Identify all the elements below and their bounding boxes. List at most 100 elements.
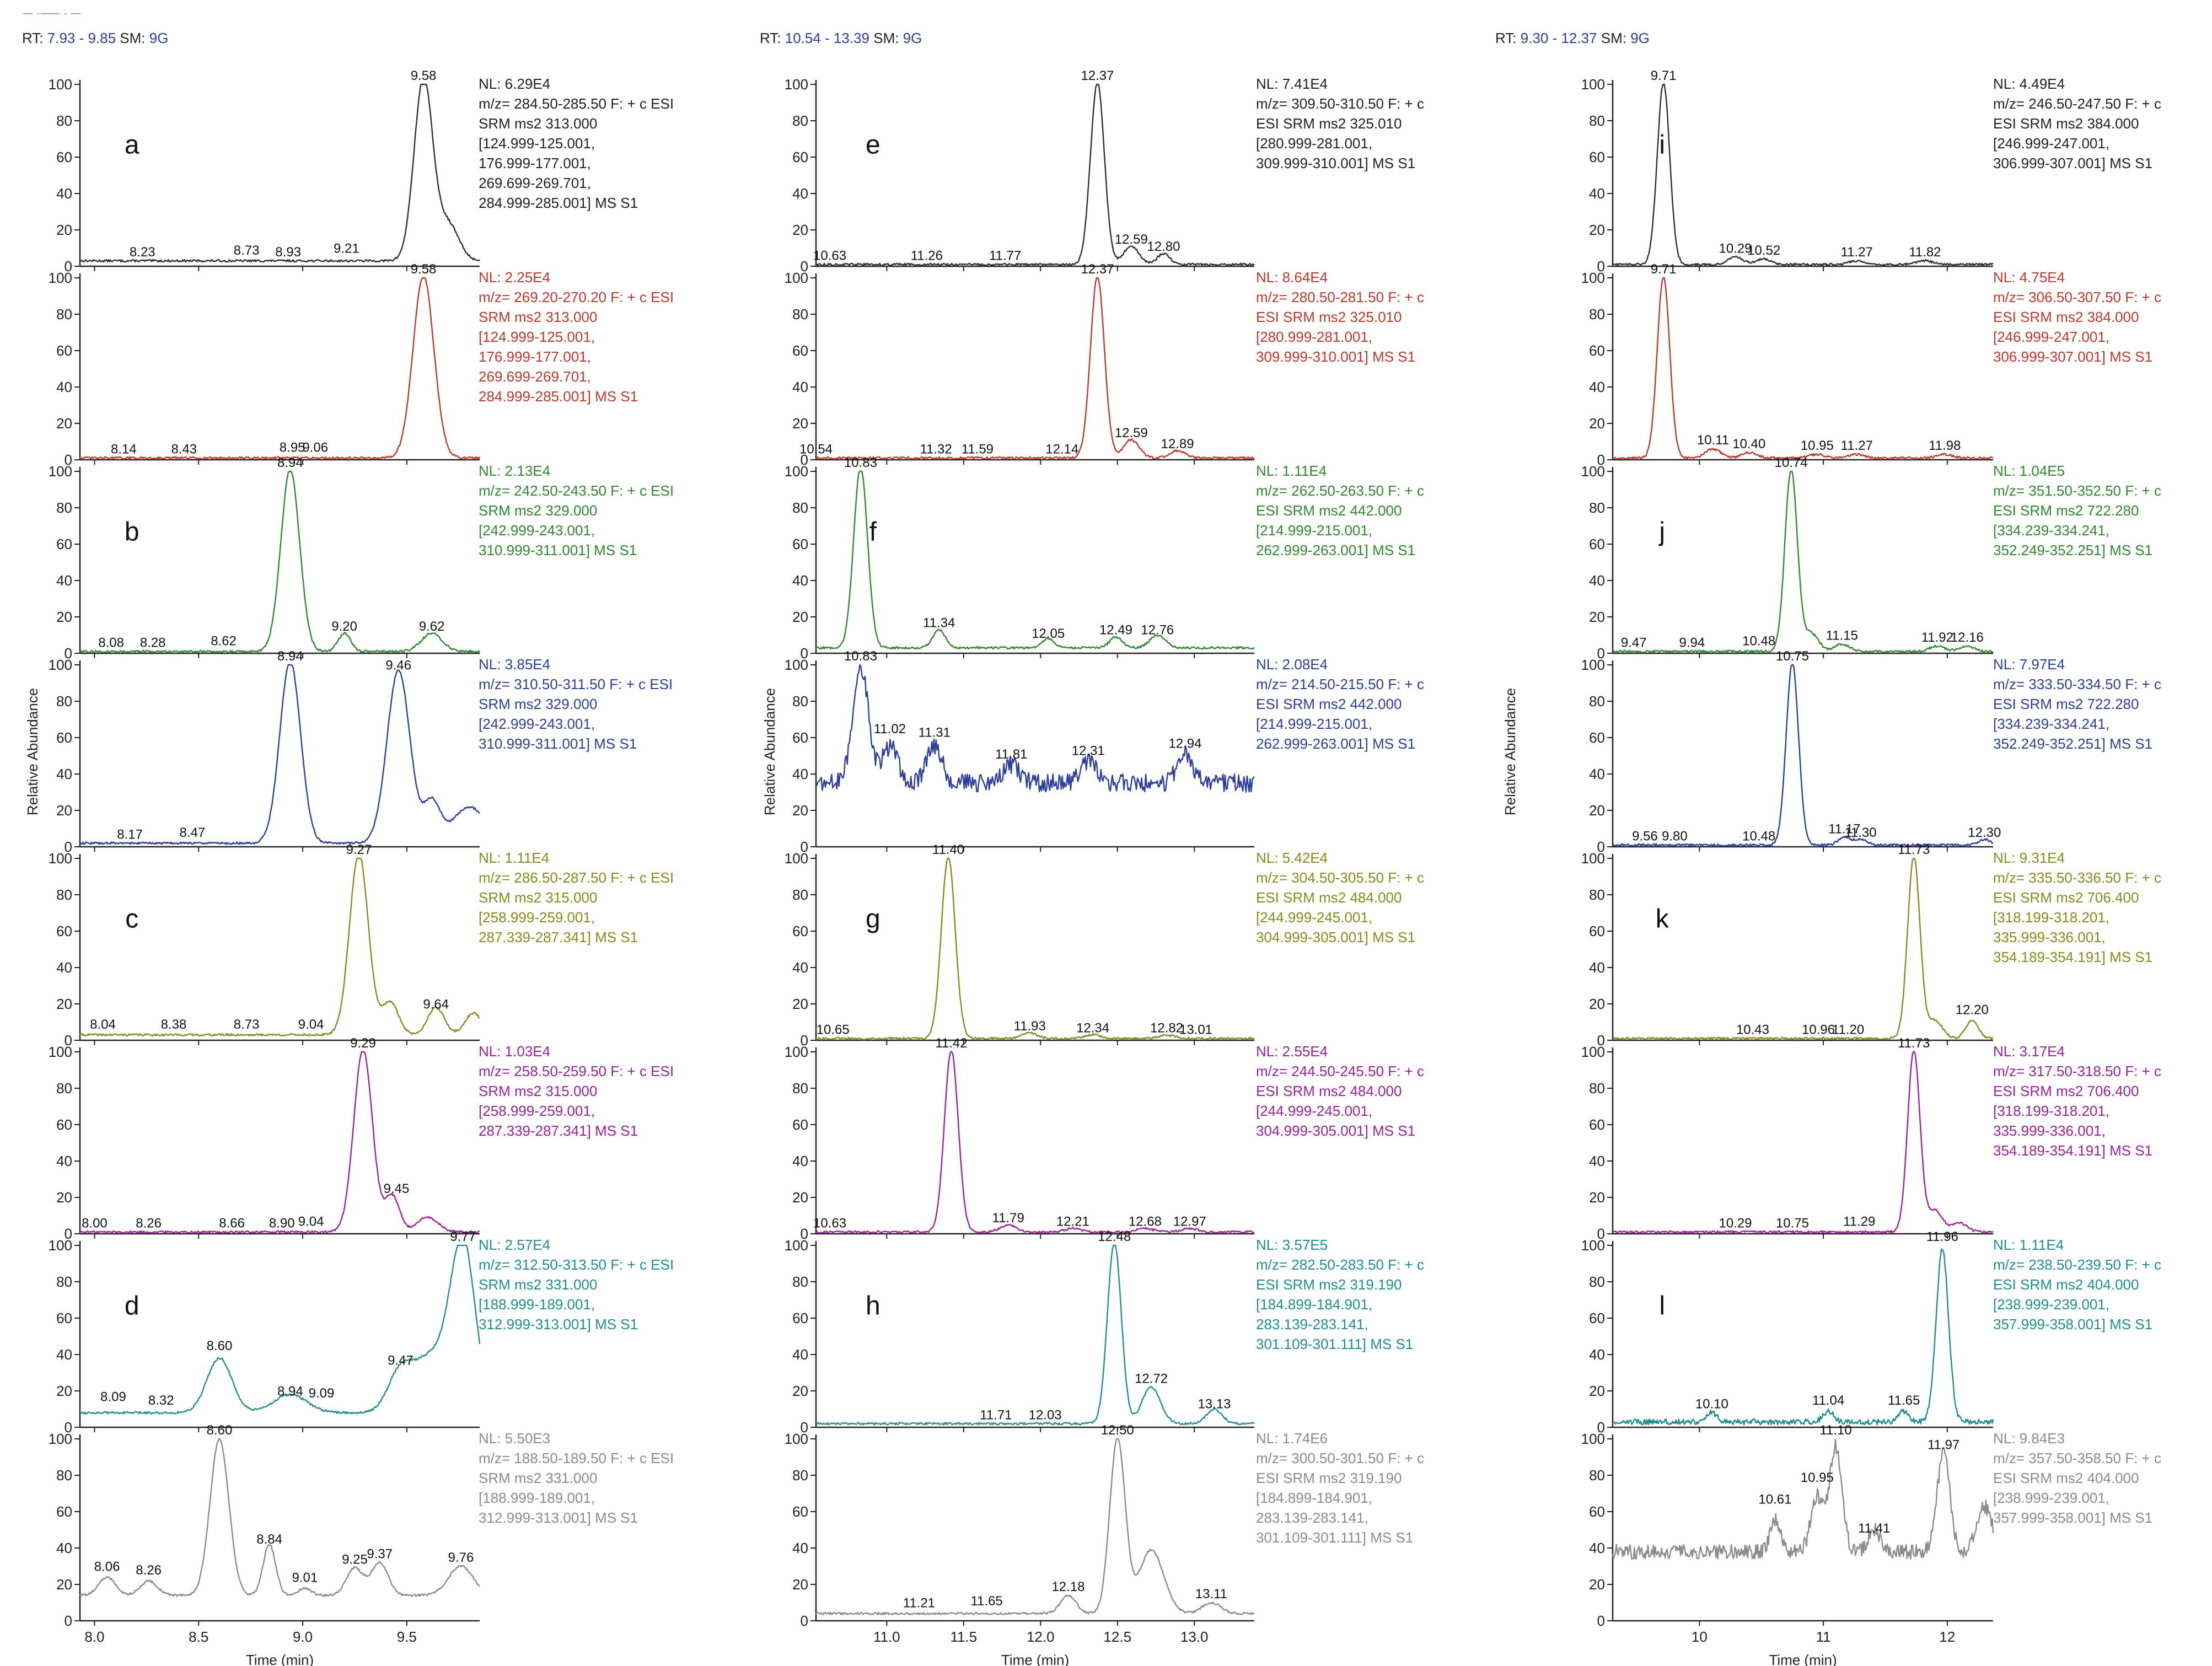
chromatogram-trace: [815, 83, 1255, 266]
peak-label: 8.94: [277, 649, 303, 664]
peak-label: 12.03: [1029, 1407, 1062, 1422]
peak-label: 11.41: [1858, 1521, 1890, 1536]
nl-label: NL: 9.84E3: [1993, 1430, 2065, 1447]
y-tick-label: 20: [56, 802, 72, 819]
scan-filter-line: 301.109-301.111] MS S1: [1256, 1336, 1413, 1352]
peak-label: 12.37: [1081, 262, 1114, 277]
peak-label: 10.52: [1747, 243, 1780, 258]
rt-prefix: RT:: [1495, 30, 1521, 46]
peak-label: 10.29: [1719, 241, 1752, 256]
chromatogram-trace: [815, 1051, 1255, 1234]
y-tick-label: 100: [785, 657, 808, 673]
y-tick-label: 60: [56, 149, 72, 165]
peak-label: 12.34: [1076, 1020, 1109, 1035]
y-tick-label: 0: [1597, 258, 1605, 275]
y-tick-label: 60: [1589, 1503, 1605, 1520]
y-axis-title: Relative Abundance: [24, 688, 41, 815]
scan-filter-line: m/z= 284.50-285.50 F: + c ESI: [479, 95, 674, 112]
peak-label: 9.62: [419, 619, 445, 634]
chromatogram-column-2: RT: 10.54 - 13.39 SM: 9G Relative Abundan…: [760, 30, 1424, 1666]
chromatogram-trace: [79, 857, 480, 1037]
y-tick-label: 0: [65, 258, 72, 275]
y-tick-label: 20: [792, 996, 808, 1012]
peak-label: 8.32: [148, 1393, 174, 1408]
y-tick-label: 100: [1581, 270, 1605, 286]
peak-label: 8.94: [277, 1384, 303, 1399]
peak-label: 11.04: [1812, 1393, 1844, 1408]
scan-filter-line: ESI SRM ms2 722.280: [1993, 502, 2139, 519]
peak-label: 11.97: [1928, 1437, 1959, 1452]
y-tick-label: 80: [792, 1080, 808, 1097]
peak-label: 10.54: [799, 442, 833, 457]
peak-label: 12.76: [1141, 623, 1174, 638]
peak-label: 9.06: [302, 440, 328, 455]
chromatogram-column-1: RT: 7.93 - 9.85 SM: 9G Relative Abundance…: [22, 30, 674, 1666]
y-tick-label: 100: [785, 76, 808, 93]
panel-letter: j: [1658, 517, 1665, 546]
y-tick-label: 100: [785, 1237, 808, 1254]
chromatogram-trace: [1612, 1438, 1994, 1560]
peak-label: 12.68: [1129, 1214, 1162, 1229]
x-tick-label: 12.0: [1027, 1629, 1055, 1645]
peak-label: 11.77: [989, 249, 1021, 264]
peak-label: 8.94: [277, 455, 303, 470]
y-tick-label: 80: [56, 1080, 72, 1097]
x-axis-title: Time (min): [1769, 1652, 1837, 1666]
peak-label: 9.46: [385, 658, 411, 673]
peak-label: 9.58: [411, 262, 437, 277]
y-tick-label: 100: [1581, 463, 1605, 480]
y-tick-label: 0: [1597, 839, 1605, 855]
peak-label: 10.48: [1742, 829, 1775, 844]
peak-label: 9.04: [298, 1017, 324, 1032]
rt-prefix: RT:: [760, 30, 785, 46]
y-tick-label: 0: [65, 1226, 72, 1242]
y-tick-label: 100: [49, 76, 72, 93]
y-tick-label: 40: [56, 379, 72, 395]
scan-filter-line: SRM ms2 329.000: [479, 696, 597, 712]
y-tick-label: 60: [1589, 923, 1605, 939]
y-tick-label: 0: [1597, 452, 1605, 468]
scan-filter-line: 301.109-301.111] MS S1: [1256, 1529, 1413, 1546]
y-tick-label: 40: [1589, 1153, 1605, 1169]
scan-filter-line: [184.899-184.901,: [1256, 1490, 1372, 1506]
peak-label: 10.61: [1758, 1492, 1791, 1507]
y-tick-label: 100: [785, 850, 808, 867]
peak-label: 10.63: [813, 249, 846, 264]
chromatogram-trace: [1612, 1051, 1994, 1234]
peak-label: 12.49: [1099, 623, 1132, 638]
peak-label: 8.60: [207, 1423, 233, 1438]
peak-label: 9.04: [298, 1214, 324, 1229]
peak-label: 9.64: [423, 997, 449, 1012]
scan-filter-line: 262.999-263.001] MS S1: [1256, 542, 1415, 558]
scan-filter-line: [246.999-247.001,: [1993, 135, 2109, 152]
y-tick-label: 0: [65, 645, 72, 662]
peak-label: 9.25: [342, 1552, 368, 1567]
scan-filter-line: 304.999-305.001] MS S1: [1256, 1122, 1415, 1139]
scan-filter-line: ESI SRM ms2 706.400: [1993, 889, 2139, 906]
peak-label: 12.80: [1147, 239, 1180, 254]
chromatogram-column-3: RT: 9.30 - 12.37 SM: 9G Relative Abundanc…: [1495, 30, 2161, 1666]
y-tick-label: 80: [56, 112, 72, 129]
y-tick-label: 20: [1589, 802, 1605, 819]
scan-filter-line: m/z= 309.50-310.50 F: + c: [1256, 95, 1424, 112]
scan-filter-line: 335.999-336.001,: [1993, 1122, 2106, 1139]
y-tick-label: 80: [56, 1467, 72, 1484]
scan-filter-line: m/z= 282.50-283.50 F: + c: [1256, 1256, 1424, 1273]
y-tick-label: 80: [1589, 693, 1605, 710]
scan-filter-line: ESI SRM ms2 384.000: [1993, 115, 2139, 132]
x-tick-label: 10: [1692, 1629, 1708, 1645]
peak-label: 10.75: [1776, 1216, 1809, 1231]
chromatogram-trace: [79, 277, 481, 460]
y-axis-title: Relative Abundance: [761, 688, 778, 815]
peak-label: 8.14: [111, 442, 137, 457]
scan-filter-line: [258.999-259.001,: [479, 909, 595, 926]
panel-letter: k: [1656, 904, 1669, 933]
y-tick-label: 40: [1589, 572, 1605, 589]
chromatogram-trace: [1612, 857, 1994, 1040]
y-tick-label: 60: [1589, 149, 1605, 165]
y-tick-label: 20: [56, 415, 72, 432]
scan-filter-line: SRM ms2 313.000: [479, 115, 597, 132]
scan-filter-line: m/z= 304.50-305.50 F: + c: [1256, 869, 1424, 886]
panel-1-2: 0 20 40 60 80 100 8.14 8.43 8.959.06 9.58 NL: 2.25…: [49, 262, 674, 468]
